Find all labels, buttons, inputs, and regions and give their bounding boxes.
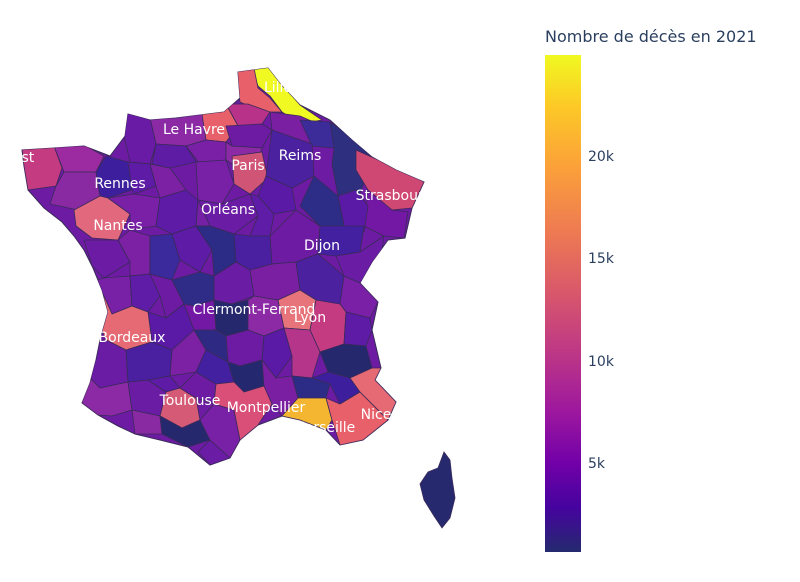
city-label-nantes: Nantes — [93, 218, 142, 234]
dept-mayenne — [127, 161, 157, 195]
dept-manche — [123, 109, 157, 165]
colorbar-title: Nombre de décès en 2021 — [545, 27, 757, 46]
city-label-clermont-ferrand: Clermont-Ferrand — [193, 302, 316, 318]
dept-var — [325, 391, 389, 446]
corsica — [419, 451, 456, 529]
city-labels: Lille Le Havre Brest Rennes Paris Reims Strasb… — [0, 80, 432, 436]
dept-savoie — [343, 311, 373, 347]
city-label-bordeaux: Bordeaux — [99, 330, 166, 346]
dept-vienne — [149, 233, 181, 281]
city-label-orl-ans: Orléans — [201, 202, 255, 218]
dept-oise — [225, 123, 273, 149]
city-label-nice: Nice — [361, 407, 392, 423]
city-label-brest: Brest — [0, 150, 35, 166]
city-label-paris: Paris — [231, 158, 264, 174]
colorbar-tick-15k: 15k — [588, 251, 614, 267]
city-label-lille: Lille — [264, 80, 292, 96]
dept-vendee — [83, 239, 131, 279]
dept-lot-et-garonne — [125, 341, 173, 383]
dept-loire-atlantique — [73, 195, 131, 241]
dept-aube — [257, 175, 297, 215]
city-label-rennes: Rennes — [94, 176, 145, 192]
colorbar-tick-5k: 5k — [588, 456, 606, 472]
dept-pyrenees-orientales — [197, 439, 231, 465]
city-label-le-havre: Le Havre — [163, 122, 225, 138]
city-label-marseille: Marseille — [293, 420, 356, 436]
dept-eure-et-loir — [195, 159, 235, 205]
city-label-reims: Reims — [279, 148, 322, 164]
city-label-montpellier: Montpellier — [227, 400, 306, 416]
dept-paris-region — [231, 151, 269, 195]
dept-marne — [265, 129, 315, 189]
city-label-dijon: Dijon — [304, 238, 340, 254]
dept-indre — [171, 225, 213, 273]
dept-charente — [129, 273, 161, 313]
dept-orne — [151, 143, 197, 169]
colorbar-tick-10k: 10k — [588, 354, 614, 370]
city-label-strasbourg: Strasbourg — [356, 188, 433, 204]
dept-alpes-maritimes — [349, 367, 397, 421]
colorbar — [545, 55, 581, 552]
city-label-toulouse: Toulouse — [159, 393, 221, 409]
city-label-lyon: Lyon — [294, 310, 326, 326]
dept-vaucluse — [291, 375, 331, 399]
colorbar-tick-20k: 20k — [588, 149, 614, 165]
dept-ardeche — [261, 327, 293, 379]
